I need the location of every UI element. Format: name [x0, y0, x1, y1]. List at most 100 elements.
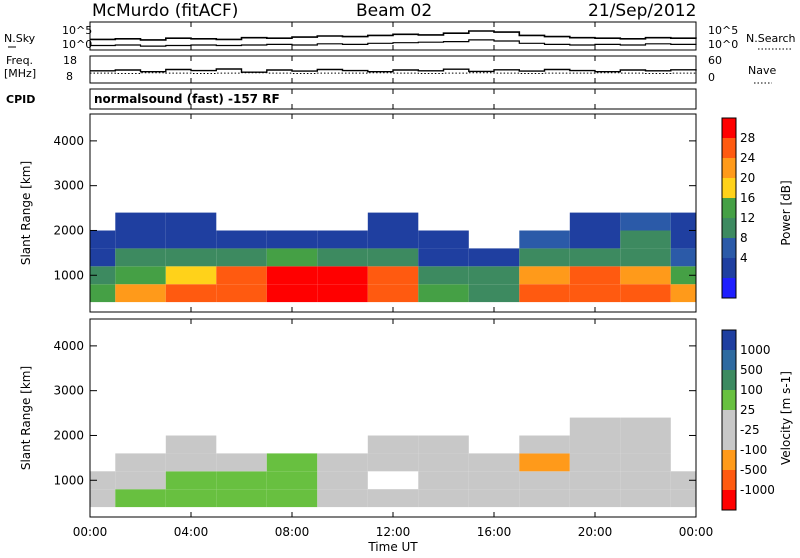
velocity-cell — [418, 471, 469, 490]
freq-tick-bottom: 8 — [66, 70, 73, 83]
power-cell — [90, 248, 116, 267]
power-cell — [367, 266, 419, 285]
power-cell — [620, 266, 671, 285]
station-title: McMurdo (fitACF) — [92, 1, 238, 21]
velocity-cell — [620, 435, 671, 454]
power-cell — [90, 230, 116, 249]
velocity-heatmap — [90, 417, 697, 508]
freq-tick-top: 18 — [63, 54, 77, 67]
power-cell — [115, 230, 166, 249]
power-colorbar-swatch — [722, 138, 736, 158]
range-tick-label: 4000 — [53, 339, 84, 353]
nave-tick-top: 60 — [708, 54, 722, 67]
freq-label: Freq. — [6, 54, 33, 67]
time-tick-label: 04:00 — [174, 525, 209, 539]
velocity-cell — [367, 435, 419, 454]
velocity-colorbar-swatch — [722, 330, 736, 350]
power-colorbar-frame — [721, 117, 737, 299]
power-cell — [165, 212, 217, 231]
nave-tick-bottom: 0 — [708, 71, 715, 84]
power-colorbar-tick-label: 8 — [740, 231, 748, 245]
velocity-cell — [165, 435, 217, 454]
power-cell — [266, 248, 318, 267]
velocity-cell — [569, 435, 621, 454]
velocity-cell — [115, 453, 166, 472]
sky-tick-bottom: 10^0 — [62, 38, 92, 51]
range-tick-label: 1000 — [53, 268, 84, 282]
velocity-cell — [317, 471, 368, 490]
power-heatmap — [90, 212, 697, 303]
velocity-cell — [418, 453, 469, 472]
power-cell — [620, 212, 671, 231]
range-tick-label: 2000 — [53, 428, 84, 442]
velocity-cell — [620, 471, 671, 490]
power-cell — [418, 284, 469, 303]
search-tick-bottom: 10^0 — [708, 38, 738, 51]
sky-label: N.Sky — [4, 32, 36, 45]
date-title: 21/Sep/2012 — [588, 1, 696, 21]
velocity-colorbar-tick-label: -25 — [740, 423, 760, 437]
power-colorbar-tick-label: 16 — [740, 191, 755, 205]
power-colorbar-swatch — [722, 238, 736, 258]
velocity-cell — [620, 489, 671, 508]
power-cell — [670, 212, 697, 231]
noise-series — [90, 30, 697, 47]
velocity-colorbar-tick-label: 100 — [740, 383, 763, 397]
power-cell — [620, 230, 671, 249]
velocity-colorbar-tick-label: -500 — [740, 463, 767, 477]
power-cell — [468, 248, 520, 267]
power-cell — [216, 266, 267, 285]
velocity-cell — [519, 471, 570, 490]
velocity-cell — [569, 489, 621, 508]
power-cell — [165, 284, 217, 303]
velocity-cell — [468, 489, 520, 508]
velocity-cell — [216, 453, 267, 472]
velocity-cell — [569, 417, 621, 436]
noise-line-n-sky — [90, 30, 697, 41]
velocity-cell — [115, 489, 166, 508]
velocity-cell — [266, 471, 318, 490]
power-colorbar-tick-label: 20 — [740, 171, 755, 185]
velocity-colorbar-swatch — [722, 390, 736, 410]
velocity-cell — [165, 489, 217, 508]
velocity-cell — [569, 453, 621, 472]
power-colorbar-swatch — [722, 278, 736, 298]
velocity-colorbar-swatch — [722, 410, 736, 430]
velocity-cell — [468, 453, 520, 472]
power-colorbar-tick-label: 28 — [740, 131, 755, 145]
power-colorbar-label: Power [dB] — [779, 180, 793, 245]
power-colorbar-swatch — [722, 198, 736, 218]
power-cell — [367, 212, 419, 231]
velocity-colorbar-tick-label: 25 — [740, 403, 755, 417]
velocity-cell — [367, 489, 419, 508]
power-colorbar-swatch — [722, 258, 736, 278]
power-cell — [670, 248, 697, 267]
velocity-cell — [216, 471, 267, 490]
power-cell — [317, 284, 368, 303]
power-cell — [620, 248, 671, 267]
power-cell — [519, 284, 570, 303]
time-tick-label: 16:00 — [477, 525, 512, 539]
freq-unit: [MHz] — [4, 67, 36, 80]
velocity-cell — [519, 435, 570, 454]
power-cell — [367, 284, 419, 303]
cpid-text: normalsound (fast) -157 RF — [94, 92, 280, 106]
velocity-cell — [620, 453, 671, 472]
velocity-cell — [367, 453, 419, 472]
power-cell — [418, 230, 469, 249]
time-xlabel: Time UT — [367, 540, 418, 554]
power-cell — [468, 266, 520, 285]
velocity-cell — [90, 489, 116, 508]
search-tick-top: 10^5 — [708, 24, 738, 37]
power-cell — [90, 266, 116, 285]
velocity-cell — [670, 489, 697, 508]
velocity-cell — [317, 489, 368, 508]
power-cell — [620, 284, 671, 303]
freq-line-nave — [90, 72, 696, 74]
power-colorbar-swatch — [722, 218, 736, 238]
velocity-cell — [569, 471, 621, 490]
velocity-cell — [266, 489, 318, 508]
power-colorbar-swatch — [722, 158, 736, 178]
